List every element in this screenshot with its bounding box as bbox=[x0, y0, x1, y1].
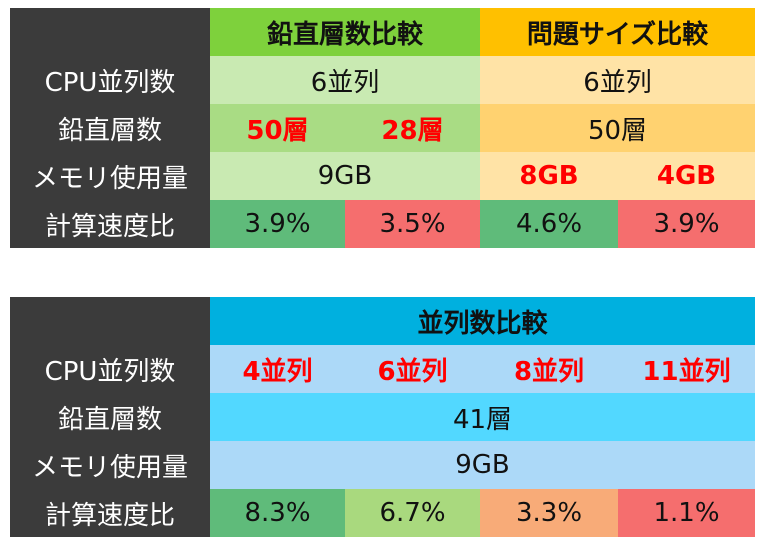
row-label: CPU並列数 bbox=[10, 56, 210, 104]
row-label: 鉛直層数 bbox=[10, 104, 210, 152]
data-cell: 6並列 bbox=[345, 345, 480, 393]
data-cell: 41層 bbox=[210, 393, 755, 441]
data-cell: 50層 bbox=[210, 104, 345, 152]
data-cell: 8GB bbox=[480, 152, 618, 200]
data-cell: 11並列 bbox=[618, 345, 755, 393]
data-cell: 3.3% bbox=[480, 489, 618, 537]
data-cell: 28層 bbox=[345, 104, 480, 152]
row-label: CPU並列数 bbox=[10, 345, 210, 393]
data-cell: 9GB bbox=[210, 152, 480, 200]
corner-cell bbox=[10, 8, 210, 56]
data-cell: 50層 bbox=[480, 104, 755, 152]
data-cell: 4並列 bbox=[210, 345, 345, 393]
row-label: 計算速度比 bbox=[10, 489, 210, 537]
row-label: メモリ使用量 bbox=[10, 152, 210, 200]
row-label: メモリ使用量 bbox=[10, 441, 210, 489]
row-label: 鉛直層数 bbox=[10, 393, 210, 441]
data-cell: 9GB bbox=[210, 441, 755, 489]
data-cell: 3.9% bbox=[210, 200, 345, 248]
data-cell: 4.6% bbox=[480, 200, 618, 248]
header-cell: 問題サイズ比較 bbox=[480, 8, 755, 56]
row-label: 計算速度比 bbox=[10, 200, 210, 248]
data-cell: 3.9% bbox=[618, 200, 755, 248]
data-cell: 8.3% bbox=[210, 489, 345, 537]
data-cell: 6並列 bbox=[480, 56, 755, 104]
data-cell: 3.5% bbox=[345, 200, 480, 248]
data-cell: 4GB bbox=[618, 152, 755, 200]
corner-cell bbox=[10, 297, 210, 345]
data-cell: 6並列 bbox=[210, 56, 480, 104]
header-cell: 並列数比較 bbox=[210, 297, 755, 345]
data-cell: 8並列 bbox=[480, 345, 618, 393]
data-cell: 6.7% bbox=[345, 489, 480, 537]
header-cell: 鉛直層数比較 bbox=[210, 8, 480, 56]
data-cell: 1.1% bbox=[618, 489, 755, 537]
